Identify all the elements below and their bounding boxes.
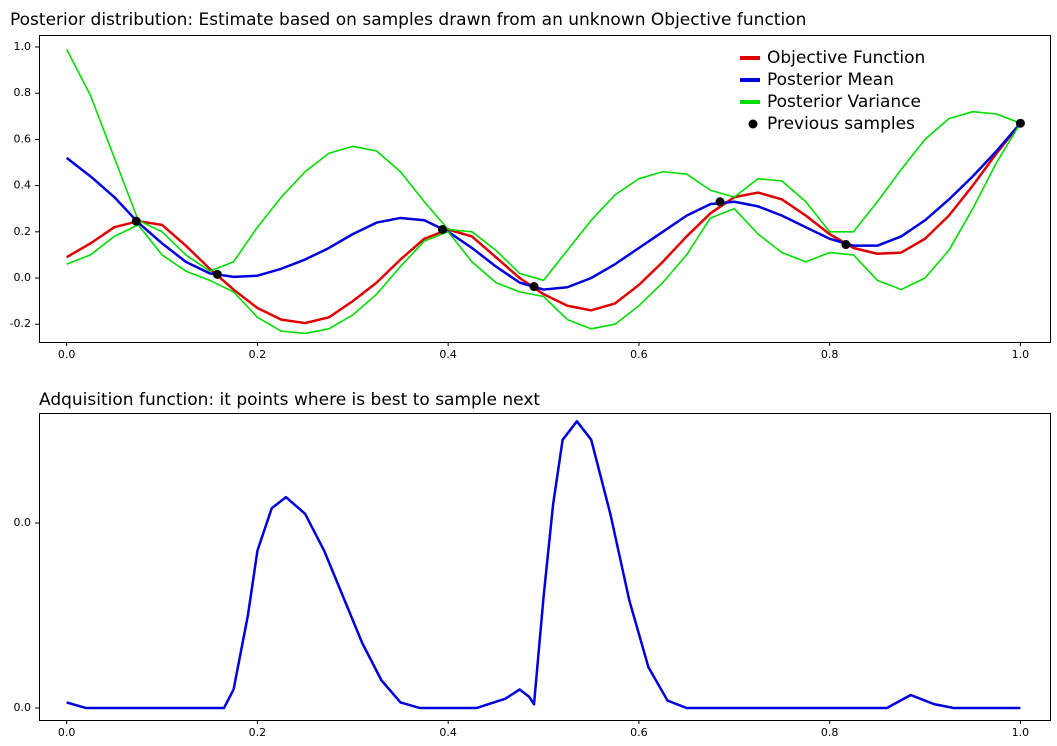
y-tick-label: 0.8 xyxy=(14,86,32,99)
series-line xyxy=(66,122,1022,335)
series-line xyxy=(65,122,1022,291)
y-tick-label: 0.0 xyxy=(14,701,32,714)
sample-point xyxy=(715,197,725,207)
series-line xyxy=(65,48,1021,282)
axes-frame xyxy=(39,35,1051,343)
sample-point xyxy=(1015,118,1025,128)
x-tick-label: 1.0 xyxy=(1012,726,1030,739)
sample-point xyxy=(212,269,222,279)
legend-label: Posterior Variance xyxy=(767,92,921,112)
y-tick-label: 1.0 xyxy=(14,40,32,53)
x-tick-label: 0.6 xyxy=(630,348,648,361)
chart-title: Adquisition function: it points where is… xyxy=(39,390,540,410)
x-tick-label: 0.0 xyxy=(58,348,76,361)
y-tick-label: 0.4 xyxy=(14,179,32,192)
sample-point xyxy=(529,282,539,292)
x-tick-label: 0.4 xyxy=(439,726,457,739)
chart-title: Posterior distribution: Estimate based o… xyxy=(10,10,806,30)
x-tick-label: 0.8 xyxy=(821,348,839,361)
y-tick-label: 0.6 xyxy=(14,132,32,145)
x-tick-label: 0.2 xyxy=(249,726,267,739)
legend-label: Posterior Mean xyxy=(767,70,894,90)
legend-label: Previous samples xyxy=(767,114,915,134)
axes-frame xyxy=(39,413,1051,721)
legend-label: Objective Function xyxy=(767,48,925,68)
sample-point xyxy=(437,225,447,235)
legend-marker xyxy=(748,119,758,129)
y-tick-label: 0.0 xyxy=(14,271,32,284)
series-line xyxy=(66,420,1021,710)
x-tick-label: 0.2 xyxy=(249,348,267,361)
series-line xyxy=(66,122,1022,325)
x-tick-label: 0.4 xyxy=(439,348,457,361)
sample-point xyxy=(131,216,141,226)
y-tick-label: 0.0 xyxy=(14,516,32,529)
x-tick-label: 0.8 xyxy=(821,726,839,739)
y-tick-label: 0.2 xyxy=(14,225,32,238)
y-tick-label: -0.2 xyxy=(10,317,31,330)
x-tick-label: 0.0 xyxy=(58,726,76,739)
x-tick-label: 1.0 xyxy=(1012,348,1030,361)
x-tick-label: 0.6 xyxy=(630,726,648,739)
sample-point xyxy=(841,240,851,250)
